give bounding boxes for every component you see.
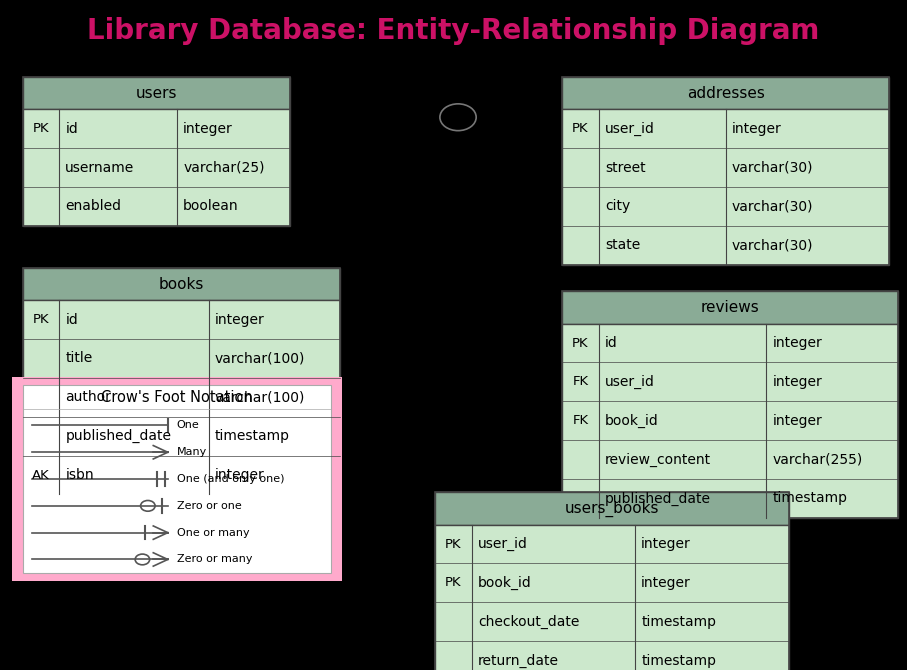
Text: Library Database: Entity-Relationship Diagram: Library Database: Entity-Relationship Di… (87, 17, 820, 45)
Text: FK: FK (572, 414, 589, 427)
Text: isbn: isbn (65, 468, 94, 482)
FancyBboxPatch shape (23, 300, 340, 494)
Text: PK: PK (445, 576, 462, 590)
Text: integer: integer (773, 336, 823, 350)
Text: Many: Many (177, 448, 207, 457)
Text: return_date: return_date (478, 653, 559, 668)
Text: addresses: addresses (687, 86, 765, 100)
Text: users: users (136, 86, 177, 100)
Text: integer: integer (641, 576, 691, 590)
Text: PK: PK (572, 122, 589, 135)
Text: published_date: published_date (65, 429, 171, 444)
Text: users_books: users_books (565, 500, 659, 517)
FancyBboxPatch shape (562, 291, 898, 324)
Text: book_id: book_id (605, 413, 658, 428)
FancyBboxPatch shape (435, 492, 789, 525)
Text: One: One (177, 421, 200, 430)
Text: Zero or many: Zero or many (177, 555, 252, 564)
Text: varchar(100): varchar(100) (215, 391, 306, 404)
Text: published_date: published_date (605, 491, 711, 506)
Text: boolean: boolean (183, 200, 239, 213)
Text: state: state (605, 239, 640, 252)
FancyBboxPatch shape (23, 385, 331, 573)
Text: user_id: user_id (605, 121, 655, 136)
Text: user_id: user_id (605, 375, 655, 389)
Text: book_id: book_id (478, 576, 532, 590)
Text: Zero or one: Zero or one (177, 501, 241, 511)
Text: timestamp: timestamp (641, 654, 717, 667)
Text: integer: integer (732, 122, 782, 135)
FancyBboxPatch shape (23, 268, 340, 300)
Text: One or many: One or many (177, 528, 249, 537)
Text: title: title (65, 352, 93, 365)
Text: FK: FK (572, 375, 589, 389)
FancyBboxPatch shape (562, 324, 898, 518)
Text: PK: PK (33, 313, 49, 326)
FancyBboxPatch shape (23, 109, 290, 226)
FancyBboxPatch shape (562, 109, 889, 265)
Text: review_content: review_content (605, 452, 711, 467)
Text: timestamp: timestamp (773, 492, 848, 505)
Text: varchar(30): varchar(30) (732, 200, 814, 213)
Text: enabled: enabled (65, 200, 122, 213)
Text: varchar(25): varchar(25) (183, 161, 265, 174)
Text: username: username (65, 161, 134, 174)
Text: varchar(100): varchar(100) (215, 352, 306, 365)
Text: Crow's Foot Notation: Crow's Foot Notation (101, 390, 253, 405)
FancyBboxPatch shape (23, 77, 290, 109)
Text: author: author (65, 391, 112, 404)
FancyBboxPatch shape (435, 525, 789, 670)
Text: integer: integer (773, 414, 823, 427)
Text: id: id (605, 336, 618, 350)
Text: integer: integer (773, 375, 823, 389)
Text: books: books (159, 277, 204, 291)
Text: city: city (605, 200, 630, 213)
Text: reviews: reviews (701, 300, 759, 315)
Text: timestamp: timestamp (215, 429, 290, 443)
Text: integer: integer (215, 313, 265, 326)
Text: PK: PK (33, 122, 49, 135)
FancyBboxPatch shape (12, 377, 342, 581)
Text: integer: integer (641, 537, 691, 551)
Text: id: id (65, 122, 78, 135)
FancyBboxPatch shape (562, 77, 889, 109)
Text: AK: AK (32, 468, 50, 482)
Text: user_id: user_id (478, 537, 528, 551)
Text: timestamp: timestamp (641, 615, 717, 628)
Text: integer: integer (215, 468, 265, 482)
Text: checkout_date: checkout_date (478, 614, 580, 629)
Text: PK: PK (445, 537, 462, 551)
Text: integer: integer (183, 122, 233, 135)
Text: PK: PK (572, 336, 589, 350)
Text: One (and only one): One (and only one) (177, 474, 285, 484)
Text: id: id (65, 313, 78, 326)
Text: varchar(30): varchar(30) (732, 161, 814, 174)
Text: street: street (605, 161, 646, 174)
Text: varchar(30): varchar(30) (732, 239, 814, 252)
Text: varchar(255): varchar(255) (773, 453, 863, 466)
